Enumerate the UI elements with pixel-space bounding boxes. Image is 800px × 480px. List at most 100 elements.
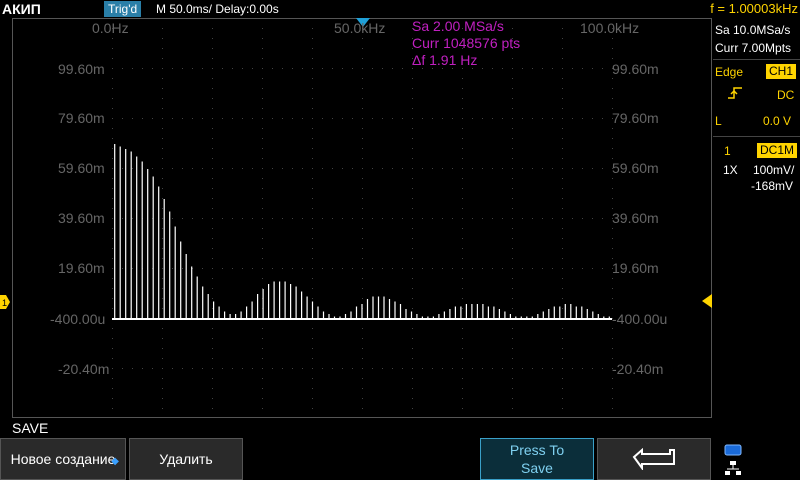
- vertical-offset[interactable]: -168mV: [751, 179, 794, 193]
- grid-dot: [412, 48, 413, 49]
- grid-dot: [562, 218, 563, 219]
- grid-dot: [512, 38, 513, 39]
- grid-dot: [462, 288, 463, 289]
- grid-dot: [212, 98, 213, 99]
- grid-dot: [272, 168, 273, 169]
- grid-dot: [482, 368, 483, 369]
- grid-dot: [342, 168, 343, 169]
- grid-dot: [112, 338, 113, 339]
- channel-coupling-badge[interactable]: DC1M: [757, 143, 798, 158]
- grid-dot: [312, 118, 313, 119]
- grid-dot: [242, 218, 243, 219]
- grid-dot: [162, 378, 163, 379]
- vertical-scale[interactable]: 100mV/: [753, 163, 795, 177]
- grid-dot: [162, 268, 163, 269]
- grid-dot: [312, 358, 313, 359]
- trigger-coupling[interactable]: DC: [777, 88, 795, 102]
- grid-dot: [212, 208, 213, 209]
- grid-dot: [112, 108, 113, 109]
- grid-dot: [612, 148, 613, 149]
- grid-dot: [162, 298, 163, 299]
- grid-dot: [262, 268, 263, 269]
- grid-dot: [612, 388, 613, 389]
- x-label: 100.0kHz: [580, 20, 640, 36]
- grid-dot: [162, 398, 163, 399]
- channel-number[interactable]: 1: [724, 144, 731, 158]
- grid-dot: [512, 178, 513, 179]
- grid-dot: [292, 118, 293, 119]
- delete-button[interactable]: Удалить: [129, 438, 243, 480]
- memory-depth-info: Curr 7.00Mpts: [715, 41, 792, 55]
- y-label-left: 99.60m: [58, 61, 105, 77]
- grid-dot: [112, 148, 113, 149]
- grid-dot: [412, 308, 413, 309]
- grid-dot: [552, 268, 553, 269]
- grid-dot: [112, 308, 113, 309]
- grid-dot: [442, 268, 443, 269]
- fft-plot-area[interactable]: [12, 18, 712, 418]
- channel-1-level-marker[interactable]: 1: [0, 295, 12, 309]
- grid-dot: [512, 378, 513, 379]
- back-button[interactable]: [597, 438, 711, 480]
- press-to-save-button[interactable]: Press To Save: [480, 438, 594, 480]
- grid-dot: [212, 288, 213, 289]
- grid-dot: [312, 168, 313, 169]
- grid-dot: [412, 168, 413, 169]
- grid-dot: [502, 168, 503, 169]
- grid-dot: [612, 88, 613, 89]
- y-label-right: 59.60m: [612, 160, 659, 176]
- grid-dot: [612, 208, 613, 209]
- grid-dot: [462, 178, 463, 179]
- brand-logo: АКИП: [2, 1, 41, 17]
- grid-dot: [552, 68, 553, 69]
- grid-dot: [162, 278, 163, 279]
- grid-dot: [272, 368, 273, 369]
- grid-dot: [162, 148, 163, 149]
- trigger-source-badge[interactable]: CH1: [766, 64, 797, 79]
- grid-dot: [162, 168, 163, 169]
- grid-dot: [212, 258, 213, 259]
- grid-dot: [332, 268, 333, 269]
- grid-dot: [312, 238, 313, 239]
- trigger-status-badge: Trig'd: [104, 1, 142, 17]
- grid-dot: [172, 68, 173, 69]
- grid-dot: [212, 58, 213, 59]
- grid-dot: [292, 268, 293, 269]
- trigger-level-label: L: [715, 114, 722, 128]
- grid-dot: [232, 218, 233, 219]
- grid-dot: [142, 118, 143, 119]
- grid-dot: [202, 368, 203, 369]
- grid-dot: [222, 368, 223, 369]
- grid-dot: [332, 168, 333, 169]
- grid-dot: [362, 158, 363, 159]
- grid-dot: [522, 268, 523, 269]
- grid-dot: [312, 298, 313, 299]
- grid-dot: [352, 118, 353, 119]
- grid-dot: [202, 218, 203, 219]
- grid-dot: [412, 358, 413, 359]
- grid-dot: [322, 268, 323, 269]
- trigger-level-value[interactable]: 0.0 V: [763, 114, 792, 128]
- trigger-type[interactable]: Edge: [715, 65, 744, 79]
- grid-dot: [212, 278, 213, 279]
- grid-dot: [362, 388, 363, 389]
- grid-dot: [192, 218, 193, 219]
- grid-dot: [432, 118, 433, 119]
- grid-dot: [312, 328, 313, 329]
- grid-dot: [532, 168, 533, 169]
- grid-dot: [362, 78, 363, 79]
- grid-dot: [412, 408, 413, 409]
- grid-dot: [612, 38, 613, 39]
- grid-dot: [362, 208, 363, 209]
- grid-dot: [612, 288, 613, 289]
- grid-dot: [452, 118, 453, 119]
- trigger-level-marker[interactable]: [702, 294, 712, 308]
- grid-dot: [562, 108, 563, 109]
- grid-dot: [572, 68, 573, 69]
- grid-dot: [362, 238, 363, 239]
- grid-dot: [162, 38, 163, 39]
- press-to-label: Press To: [509, 442, 565, 458]
- grid-dot: [452, 218, 453, 219]
- grid-dot: [262, 408, 263, 409]
- new-create-button[interactable]: Новое создание ◆: [0, 438, 126, 480]
